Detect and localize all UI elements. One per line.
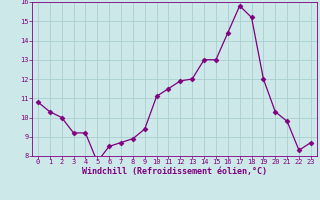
X-axis label: Windchill (Refroidissement éolien,°C): Windchill (Refroidissement éolien,°C) xyxy=(82,167,267,176)
